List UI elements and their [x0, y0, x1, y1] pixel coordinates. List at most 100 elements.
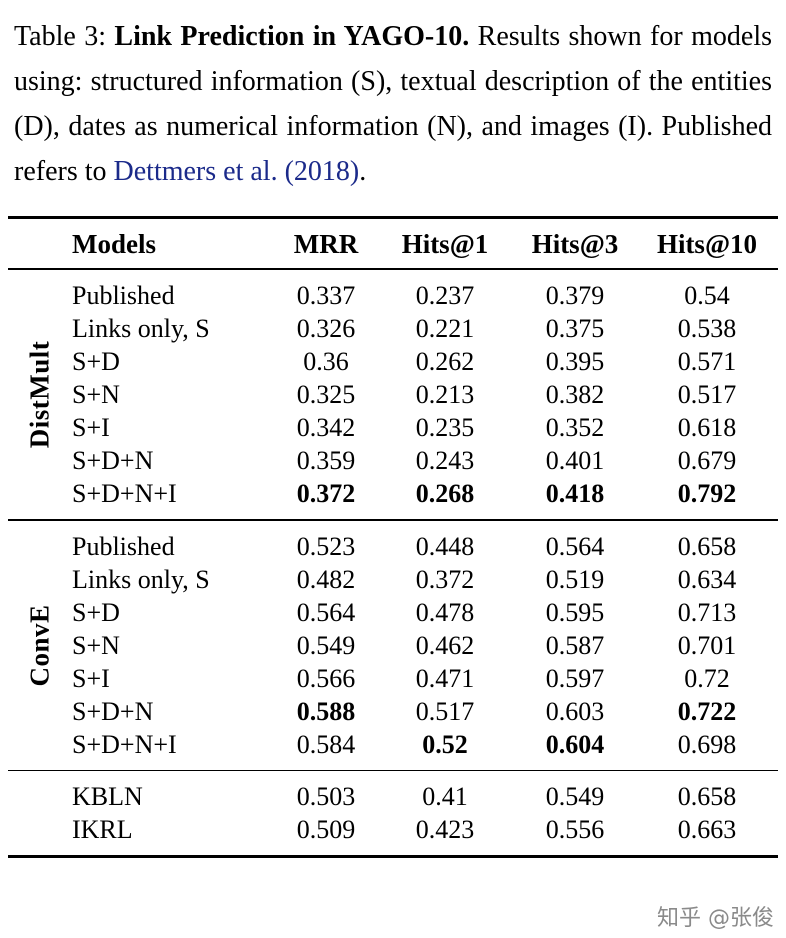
cell-hits3: 0.597	[545, 664, 605, 693]
cell-mrr: 0.342	[296, 413, 356, 442]
group-label-distmult: DistMult	[24, 340, 55, 449]
group-label-conve: ConvE	[24, 604, 55, 687]
cell-model: Published	[72, 281, 175, 310]
table-row: S+I 0.342 0.235 0.352 0.618	[72, 411, 778, 444]
citation-link[interactable]: Dettmers et al. (2018)	[113, 156, 360, 187]
group-conve: ConvE Published 0.523 0.448 0.564 0.658 …	[8, 519, 778, 770]
column-header-mrr: MRR	[293, 229, 359, 259]
cell-mrr: 0.564	[296, 598, 356, 627]
cell-mrr: 0.549	[296, 631, 356, 660]
cell-hits1: 0.221	[415, 314, 475, 343]
table-row: S+D+N 0.359 0.243 0.401 0.679	[72, 444, 778, 477]
cell-hits3: 0.519	[545, 565, 605, 594]
cell-hits1: 0.243	[415, 446, 475, 475]
cell-hits3: 0.395	[545, 347, 605, 376]
cell-mrr: 0.372	[296, 479, 356, 508]
table-row: S+N 0.325 0.213 0.382 0.517	[72, 378, 778, 411]
caption-tag: Table 3:	[14, 21, 106, 52]
table-row: IKRL 0.509 0.423 0.556 0.663	[72, 813, 778, 846]
table-row: S+D+N 0.588 0.517 0.603 0.722	[72, 695, 778, 728]
cell-hits1: 0.237	[415, 281, 475, 310]
cell-model: S+I	[72, 413, 110, 442]
group-label-cell	[8, 780, 72, 846]
cell-hits10: 0.698	[677, 730, 737, 759]
table-row: Links only, S 0.482 0.372 0.519 0.634	[72, 563, 778, 596]
cell-hits1: 0.462	[415, 631, 475, 660]
caption-body: Results shown for models using: structur…	[14, 21, 773, 187]
cell-mrr: 0.588	[296, 697, 356, 726]
column-header-hits10: Hits@10	[656, 229, 758, 259]
cell-mrr: 0.503	[296, 782, 356, 811]
cell-mrr: 0.337	[296, 281, 356, 310]
cell-hits3: 0.418	[545, 479, 605, 508]
column-header-hits1: Hits@1	[401, 229, 489, 259]
cell-hits10: 0.713	[677, 598, 737, 627]
cell-model: S+I	[72, 664, 110, 693]
cell-mrr: 0.523	[296, 532, 356, 561]
cell-mrr: 0.482	[296, 565, 356, 594]
cell-hits3: 0.603	[545, 697, 605, 726]
cell-model: S+D+N+I	[72, 730, 177, 759]
column-header-hits3: Hits@3	[531, 229, 619, 259]
group-label-cell: DistMult	[8, 279, 72, 510]
cell-model: S+D	[72, 598, 120, 627]
cell-hits10: 0.679	[677, 446, 737, 475]
cell-hits10: 0.658	[677, 532, 737, 561]
cell-hits10: 0.663	[677, 815, 737, 844]
cell-hits3: 0.549	[545, 782, 605, 811]
cell-hits1: 0.423	[415, 815, 475, 844]
cell-mrr: 0.584	[296, 730, 356, 759]
cell-hits3: 0.352	[545, 413, 605, 442]
cell-model: Links only, S	[72, 314, 210, 343]
table-row: Links only, S 0.326 0.221 0.375 0.538	[72, 312, 778, 345]
cell-mrr: 0.509	[296, 815, 356, 844]
cell-hits3: 0.375	[545, 314, 605, 343]
cell-hits10: 0.701	[677, 631, 737, 660]
cell-model: S+D+N+I	[72, 479, 177, 508]
cell-model: IKRL	[72, 815, 133, 844]
cell-model: S+N	[72, 380, 120, 409]
cell-hits10: 0.72	[684, 664, 730, 693]
cell-hits3: 0.604	[545, 730, 605, 759]
cell-hits3: 0.401	[545, 446, 605, 475]
cell-hits3: 0.564	[545, 532, 605, 561]
cell-model: Links only, S	[72, 565, 210, 594]
table-row: S+I 0.566 0.471 0.597 0.72	[72, 662, 778, 695]
cell-hits1: 0.213	[415, 380, 475, 409]
cell-hits1: 0.41	[422, 782, 468, 811]
table-row: S+D+N+I 0.584 0.52 0.604 0.698	[72, 728, 778, 761]
cell-hits1: 0.372	[415, 565, 475, 594]
cell-model: S+D+N	[72, 446, 154, 475]
watermark: 知乎 @张俊	[657, 906, 774, 931]
cell-hits10: 0.538	[677, 314, 737, 343]
cell-hits10: 0.658	[677, 782, 737, 811]
cell-hits10: 0.634	[677, 565, 737, 594]
table-row: S+D 0.564 0.478 0.595 0.713	[72, 596, 778, 629]
cell-model: S+N	[72, 631, 120, 660]
cell-hits10: 0.571	[677, 347, 737, 376]
cell-hits3: 0.379	[545, 281, 605, 310]
cell-mrr: 0.325	[296, 380, 356, 409]
cell-hits10: 0.618	[677, 413, 737, 442]
table-row: S+D+N+I 0.372 0.268 0.418 0.792	[72, 477, 778, 510]
cell-hits1: 0.517	[415, 697, 475, 726]
group-distmult: DistMult Published 0.337 0.237 0.379 0.5…	[8, 270, 778, 519]
cell-model: Published	[72, 532, 175, 561]
cell-mrr: 0.36	[303, 347, 349, 376]
cell-hits10: 0.722	[677, 697, 737, 726]
caption-period: .	[359, 156, 367, 187]
caption-title: Link Prediction in YAGO-10.	[114, 21, 470, 52]
table-header-row: Models MRR Hits@1 Hits@3 Hits@10	[8, 219, 778, 270]
cell-hits10: 0.792	[677, 479, 737, 508]
cell-hits3: 0.556	[545, 815, 605, 844]
cell-hits1: 0.262	[415, 347, 475, 376]
results-table: Models MRR Hits@1 Hits@3 Hits@10 DistMul…	[8, 216, 778, 858]
cell-hits3: 0.587	[545, 631, 605, 660]
table-row: S+N 0.549 0.462 0.587 0.701	[72, 629, 778, 662]
table-row: S+D 0.36 0.262 0.395 0.571	[72, 345, 778, 378]
cell-hits3: 0.382	[545, 380, 605, 409]
cell-hits10: 0.54	[684, 281, 730, 310]
cell-model: S+D	[72, 347, 120, 376]
cell-hits1: 0.471	[415, 664, 475, 693]
cell-hits1: 0.52	[422, 730, 468, 759]
